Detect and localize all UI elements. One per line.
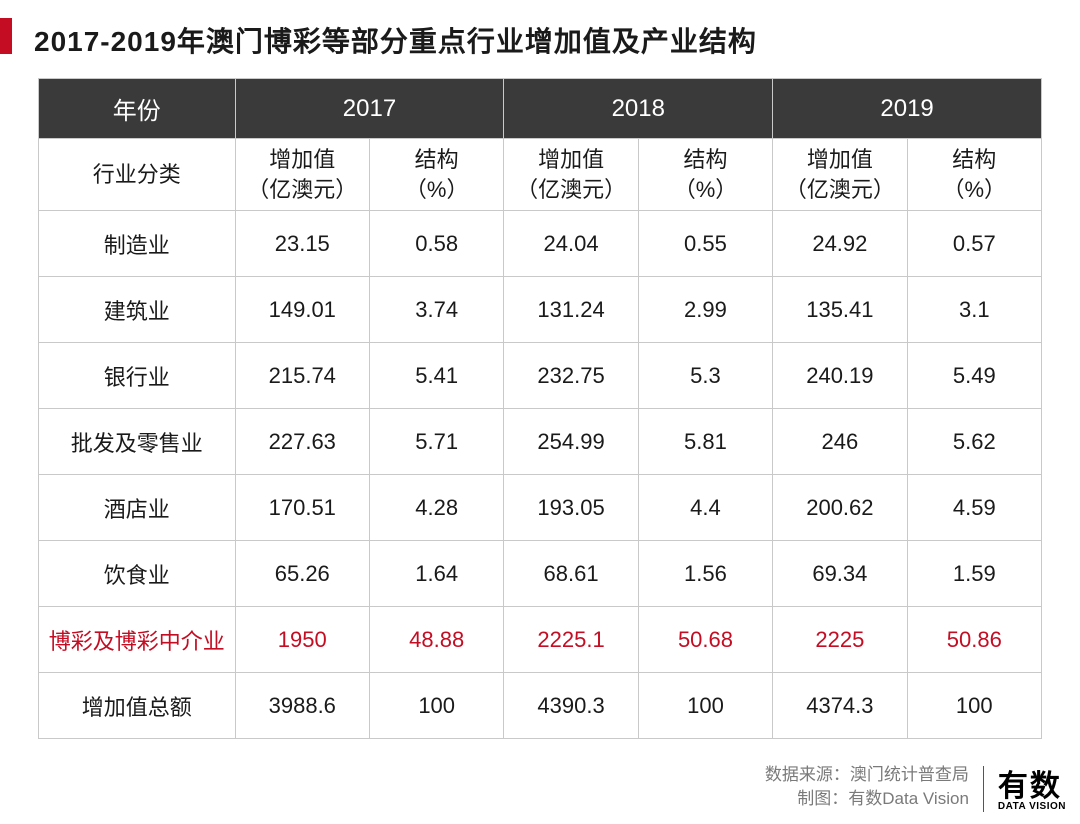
cell: 50.68 (638, 607, 772, 673)
cell: 1.64 (369, 541, 503, 607)
header-value-1: 增加值（亿澳元） (504, 139, 638, 211)
table-container: 年份 2017 2018 2019 行业分类 增加值（亿澳元） 结构（%） 增加… (0, 78, 1080, 739)
cell: 65.26 (235, 541, 369, 607)
cell: 1950 (235, 607, 369, 673)
row-label: 银行业 (39, 343, 236, 409)
cell: 2.99 (638, 277, 772, 343)
cell: 68.61 (504, 541, 638, 607)
cell: 246 (773, 409, 907, 475)
cell: 23.15 (235, 211, 369, 277)
cell: 3988.6 (235, 673, 369, 739)
cell: 24.04 (504, 211, 638, 277)
cell: 0.55 (638, 211, 772, 277)
table-row: 博彩及博彩中介业195048.882225.150.68222550.86 (39, 607, 1042, 673)
row-label: 增加值总额 (39, 673, 236, 739)
row-label: 制造业 (39, 211, 236, 277)
cell: 4374.3 (773, 673, 907, 739)
header-share-0: 结构（%） (369, 139, 503, 211)
cell: 5.41 (369, 343, 503, 409)
row-label: 饮食业 (39, 541, 236, 607)
cell: 100 (638, 673, 772, 739)
row-label: 批发及零售业 (39, 409, 236, 475)
header-year-1: 2018 (504, 79, 773, 139)
header-value-2: 增加值（亿澳元） (773, 139, 907, 211)
header-share-2: 结构（%） (907, 139, 1041, 211)
cell: 3.74 (369, 277, 503, 343)
cell: 5.81 (638, 409, 772, 475)
cell: 5.62 (907, 409, 1041, 475)
cell: 5.49 (907, 343, 1041, 409)
cell: 0.57 (907, 211, 1041, 277)
title-bar: 2017-2019年澳门博彩等部分重点行业增加值及产业结构 (0, 0, 1080, 78)
cell: 5.3 (638, 343, 772, 409)
cell: 193.05 (504, 475, 638, 541)
header-share-1: 结构（%） (638, 139, 772, 211)
cell: 24.92 (773, 211, 907, 277)
header-row-years: 年份 2017 2018 2019 (39, 79, 1042, 139)
data-table: 年份 2017 2018 2019 行业分类 增加值（亿澳元） 结构（%） 增加… (38, 78, 1042, 739)
cell: 240.19 (773, 343, 907, 409)
credit-line: 制图：有数Data Vision (765, 787, 969, 812)
cell: 1.59 (907, 541, 1041, 607)
row-label: 酒店业 (39, 475, 236, 541)
cell: 48.88 (369, 607, 503, 673)
cell: 4.28 (369, 475, 503, 541)
cell: 232.75 (504, 343, 638, 409)
cell: 254.99 (504, 409, 638, 475)
page-title: 2017-2019年澳门博彩等部分重点行业增加值及产业结构 (34, 20, 1080, 60)
cell: 131.24 (504, 277, 638, 343)
cell: 100 (369, 673, 503, 739)
cell: 149.01 (235, 277, 369, 343)
row-label: 博彩及博彩中介业 (39, 607, 236, 673)
logo-cn: 有数 (998, 772, 1062, 802)
header-year-label: 年份 (39, 79, 236, 139)
cell: 2225 (773, 607, 907, 673)
footer-divider (983, 766, 984, 812)
cell: 200.62 (773, 475, 907, 541)
source-block: 数据来源：澳门统计普查局 制图：有数Data Vision (765, 763, 969, 812)
header-year-2: 2019 (773, 79, 1042, 139)
header-value-0: 增加值（亿澳元） (235, 139, 369, 211)
table-row: 银行业215.745.41232.755.3240.195.49 (39, 343, 1042, 409)
table-row: 批发及零售业227.635.71254.995.812465.62 (39, 409, 1042, 475)
cell: 135.41 (773, 277, 907, 343)
header-row-sub: 行业分类 增加值（亿澳元） 结构（%） 增加值（亿澳元） 结构（%） 增加值（亿… (39, 139, 1042, 211)
cell: 215.74 (235, 343, 369, 409)
cell: 3.1 (907, 277, 1041, 343)
footer: 数据来源：澳门统计普查局 制图：有数Data Vision 有数 DATA VI… (765, 763, 1066, 812)
accent-bar (0, 18, 12, 54)
table-row: 增加值总额3988.61004390.31004374.3100 (39, 673, 1042, 739)
header-year-0: 2017 (235, 79, 504, 139)
table-row: 制造业23.150.5824.040.5524.920.57 (39, 211, 1042, 277)
cell: 100 (907, 673, 1041, 739)
cell: 69.34 (773, 541, 907, 607)
logo-en: DATA VISION (998, 802, 1066, 812)
cell: 4390.3 (504, 673, 638, 739)
cell: 2225.1 (504, 607, 638, 673)
cell: 4.59 (907, 475, 1041, 541)
cell: 0.58 (369, 211, 503, 277)
table-body: 制造业23.150.5824.040.5524.920.57建筑业149.013… (39, 211, 1042, 739)
cell: 170.51 (235, 475, 369, 541)
header-category-label: 行业分类 (39, 139, 236, 211)
logo: 有数 DATA VISION (998, 772, 1066, 812)
cell: 1.56 (638, 541, 772, 607)
cell: 5.71 (369, 409, 503, 475)
cell: 50.86 (907, 607, 1041, 673)
cell: 4.4 (638, 475, 772, 541)
table-row: 建筑业149.013.74131.242.99135.413.1 (39, 277, 1042, 343)
row-label: 建筑业 (39, 277, 236, 343)
table-row: 酒店业170.514.28193.054.4200.624.59 (39, 475, 1042, 541)
source-line: 数据来源：澳门统计普查局 (765, 763, 969, 788)
cell: 227.63 (235, 409, 369, 475)
table-row: 饮食业65.261.6468.611.5669.341.59 (39, 541, 1042, 607)
